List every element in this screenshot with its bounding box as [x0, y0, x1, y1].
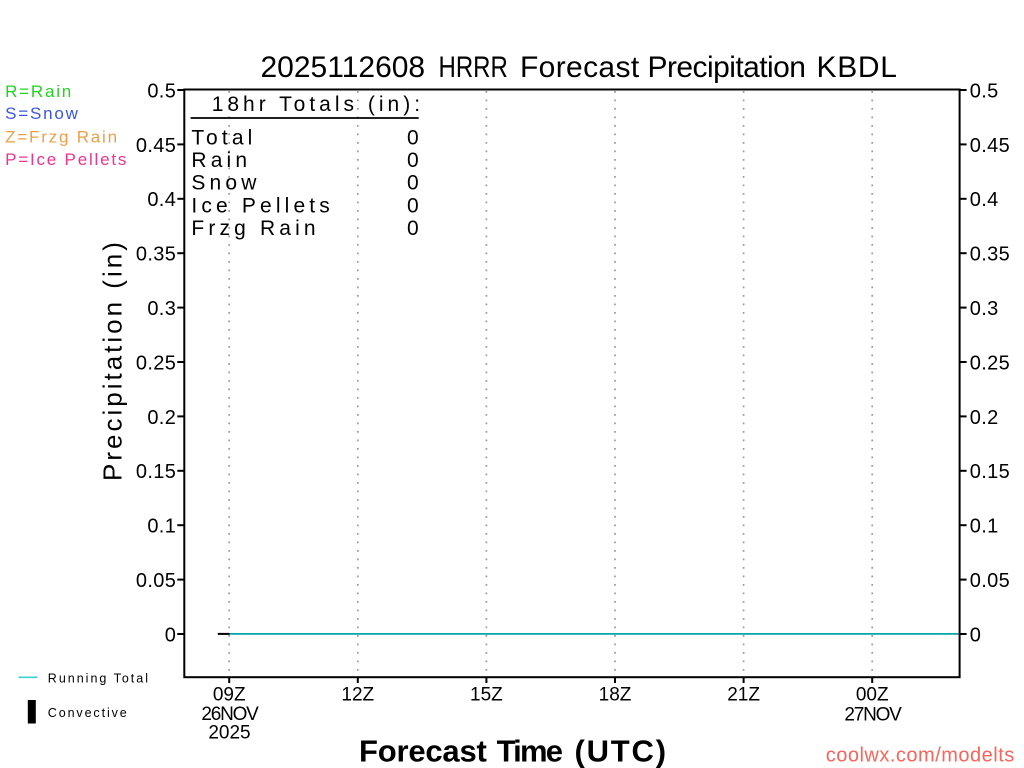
svg-text:0.15: 0.15 [136, 461, 176, 483]
svg-text:0.35: 0.35 [970, 244, 1010, 266]
svg-text:0.05: 0.05 [970, 570, 1010, 592]
svg-text:HRRR: HRRR [439, 49, 508, 83]
svg-text:Running Total: Running Total [48, 672, 150, 686]
svg-text:0: 0 [407, 172, 419, 195]
svg-text:0: 0 [407, 217, 419, 240]
svg-text:0.3: 0.3 [147, 298, 176, 320]
svg-text:coolwx.com/modelts: coolwx.com/modelts [826, 744, 1015, 766]
svg-text:18Z: 18Z [599, 685, 632, 706]
svg-text:0.5: 0.5 [970, 80, 999, 102]
svg-text:26NOV: 26NOV [201, 704, 259, 725]
svg-text:0.3: 0.3 [970, 298, 999, 320]
svg-text:0.35: 0.35 [136, 244, 176, 266]
svg-text:Z=Frzg Rain: Z=Frzg Rain [5, 127, 119, 146]
svg-text:00Z: 00Z [856, 685, 889, 706]
svg-text:(UTC): (UTC) [575, 734, 668, 768]
svg-text:0: 0 [165, 624, 176, 646]
svg-text:2025: 2025 [208, 722, 250, 743]
svg-text:Frzg Rain: Frzg Rain [191, 217, 319, 240]
svg-text:12Z: 12Z [341, 685, 374, 706]
svg-text:0.2: 0.2 [147, 407, 176, 429]
svg-text:Ice Pellets: Ice Pellets [191, 194, 334, 217]
svg-text:0.4: 0.4 [970, 189, 999, 211]
svg-text:18hr Totals (in):: 18hr Totals (in): [212, 93, 424, 116]
svg-text:0.45: 0.45 [970, 135, 1010, 157]
svg-text:Snow: Snow [191, 172, 260, 195]
svg-text:0.15: 0.15 [970, 461, 1010, 483]
svg-text:Convective: Convective [48, 706, 129, 720]
svg-text:P=Ice Pellets: P=Ice Pellets [5, 150, 128, 169]
svg-text:0.4: 0.4 [147, 189, 176, 211]
svg-text:Rain: Rain [191, 149, 251, 172]
svg-text:Time: Time [497, 734, 563, 768]
svg-text:KBDL: KBDL [817, 51, 898, 84]
svg-text:0.25: 0.25 [136, 352, 176, 374]
svg-text:0.1: 0.1 [970, 516, 999, 538]
svg-text:0.25: 0.25 [970, 352, 1010, 374]
svg-text:S=Snow: S=Snow [5, 104, 80, 123]
svg-text:Forecast: Forecast [359, 734, 487, 768]
svg-text:Total: Total [191, 126, 256, 149]
svg-text:Precipitation: Precipitation [648, 51, 806, 84]
svg-text:2025112608: 2025112608 [261, 51, 426, 84]
svg-text:21Z: 21Z [727, 685, 760, 706]
svg-text:R=Rain: R=Rain [5, 82, 73, 101]
svg-text:Precipitation (in): Precipitation (in) [98, 239, 128, 481]
svg-text:27NOV: 27NOV [844, 705, 902, 726]
svg-text:0: 0 [407, 126, 419, 149]
svg-text:0.2: 0.2 [970, 407, 999, 429]
svg-text:0: 0 [407, 194, 419, 217]
svg-text:15Z: 15Z [470, 685, 503, 706]
svg-text:0: 0 [970, 624, 981, 646]
svg-text:0: 0 [407, 149, 419, 172]
svg-text:0.05: 0.05 [136, 570, 176, 592]
svg-text:0.5: 0.5 [147, 80, 176, 102]
svg-text:09Z: 09Z [213, 685, 246, 706]
svg-text:0.1: 0.1 [147, 516, 176, 538]
svg-text:0.45: 0.45 [136, 135, 176, 157]
svg-text:Forecast: Forecast [520, 51, 640, 84]
